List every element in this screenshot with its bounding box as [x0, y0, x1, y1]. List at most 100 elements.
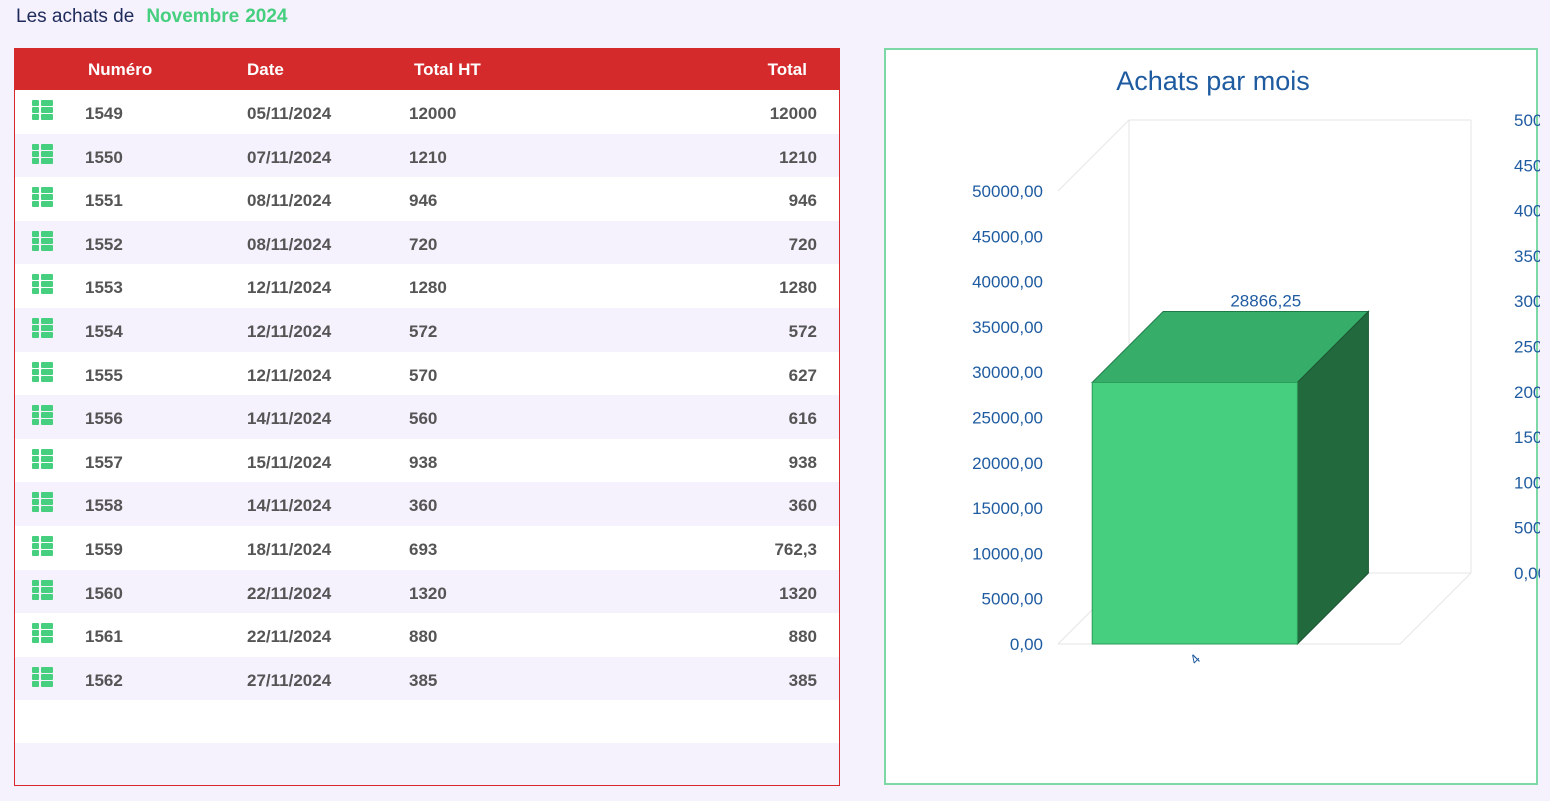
- grid-view-icon[interactable]: [32, 100, 53, 120]
- cell-total-ht: 360: [409, 496, 438, 516]
- table-row[interactable]: 1553 12/11/2024 1280 1280: [15, 264, 839, 308]
- column-header-date[interactable]: Date: [247, 60, 284, 79]
- cell-total: 938: [788, 452, 817, 472]
- side-wall-top-edge: [1057, 119, 1130, 192]
- cell-total-ht: 1210: [409, 147, 447, 167]
- grid-view-icon[interactable]: [32, 448, 53, 469]
- table-row[interactable]: 1549 05/11/2024 12000 12000: [15, 90, 839, 134]
- title-year: 2024: [245, 6, 288, 27]
- left-axis-tick-label: 30000,00: [972, 363, 1043, 382]
- cell-date: 05/11/2024: [247, 104, 332, 123]
- cell-numero: 1561: [85, 627, 123, 647]
- table-row[interactable]: 1555 12/11/2024 570 627: [15, 351, 839, 396]
- table-row[interactable]: 1552 08/11/2024 720 720: [15, 220, 839, 265]
- grid-view-icon[interactable]: [32, 361, 53, 382]
- left-axis-tick-label: 5000,00: [982, 590, 1043, 609]
- table-row[interactable]: 1558 14/11/2024 360 360: [15, 482, 839, 526]
- cell-total-ht: 560: [409, 409, 438, 429]
- table-row[interactable]: 1550 07/11/2024 1210 1210: [15, 133, 839, 178]
- right-axis-tick-label: 15000,00: [1514, 428, 1540, 447]
- right-axis-tick-label: 5000,00: [1514, 519, 1540, 538]
- right-axis-tick-label: 35000,00: [1514, 247, 1540, 266]
- table-row[interactable]: 1561 22/11/2024 880 880: [15, 613, 839, 657]
- left-axis-tick-label: 20000,00: [972, 454, 1043, 473]
- column-header-total[interactable]: Total: [767, 60, 807, 79]
- cell-total-ht: 946: [409, 191, 438, 211]
- cell-numero: 1551: [85, 191, 123, 211]
- cell-total-ht: 572: [409, 321, 438, 341]
- cell-total: 572: [788, 321, 817, 341]
- cell-date: 12/11/2024: [247, 321, 332, 341]
- table-row[interactable]: 1559 18/11/2024 693 762,3: [15, 525, 839, 570]
- grid-view-icon[interactable]: [32, 579, 53, 600]
- cell-numero: 1549: [85, 104, 123, 123]
- cell-total: 762,3: [774, 539, 817, 559]
- grid-view-icon[interactable]: [32, 187, 53, 208]
- left-axis-tick-label: 15000,00: [972, 499, 1043, 518]
- column-header-total-ht[interactable]: Total HT: [414, 60, 481, 79]
- grid-view-icon[interactable]: [32, 405, 53, 426]
- cell-numero: 1554: [85, 321, 123, 341]
- cell-numero: 1562: [85, 670, 123, 690]
- grid-view-icon[interactable]: [32, 274, 53, 295]
- cell-total: 880: [788, 627, 817, 647]
- x-axis-tick-label: 4: [1186, 650, 1203, 667]
- cell-numero: 1552: [85, 234, 123, 254]
- cell-total-ht: 938: [409, 452, 438, 472]
- empty-row: [15, 700, 839, 744]
- cell-total: 1210: [779, 147, 817, 167]
- cell-numero: 1560: [85, 583, 123, 603]
- grid-view-icon[interactable]: [32, 492, 53, 513]
- grid-view-icon[interactable]: [32, 230, 53, 251]
- grid-view-icon[interactable]: [32, 317, 53, 338]
- cell-date: 07/11/2024: [247, 147, 332, 167]
- chart-title: Achats par mois: [1116, 66, 1310, 96]
- floor-right-edge: [1399, 572, 1472, 645]
- cell-date: 22/11/2024: [247, 627, 332, 647]
- table-row[interactable]: 1554 12/11/2024 572 572: [15, 307, 839, 352]
- cell-date: 15/11/2024: [247, 452, 332, 472]
- cell-total-ht: 1280: [409, 278, 447, 298]
- right-axis-tick-label: 40000,00: [1514, 202, 1540, 221]
- cell-total: 720: [788, 234, 817, 254]
- grid-view-icon[interactable]: [32, 666, 53, 687]
- purchases-table: Numéro Date Total HT Total 1549 05/11/202…: [14, 48, 840, 786]
- page-title: Les achats de Novembre 2024: [16, 6, 288, 30]
- cell-numero: 1558: [85, 496, 123, 516]
- column-header-numero[interactable]: Numéro: [88, 60, 153, 79]
- cell-total-ht: 880: [409, 627, 438, 647]
- grid-view-icon[interactable]: [32, 143, 53, 164]
- table-row[interactable]: 1560 22/11/2024 1320 1320: [15, 569, 839, 614]
- chart-panel: Achats par mois 0,00 5000,00 10000,00 15000,…: [884, 48, 1540, 785]
- cell-date: 22/11/2024: [247, 583, 332, 603]
- grid-view-icon[interactable]: [32, 535, 53, 556]
- right-axis-tick-label: 30000,00: [1514, 292, 1540, 311]
- table-row[interactable]: 1551 08/11/2024 946 946: [15, 177, 839, 221]
- table-row[interactable]: 1562 27/11/2024 385 385: [15, 656, 839, 701]
- left-axis-tick-label: 10000,00: [972, 544, 1043, 563]
- cell-total: 1280: [779, 278, 817, 298]
- cell-total: 1320: [779, 583, 817, 603]
- cell-date: 08/11/2024: [247, 234, 332, 254]
- right-axis-tick-label: 0,00: [1514, 564, 1540, 583]
- table-header: Numéro Date Total HT Total: [15, 49, 839, 90]
- cell-total-ht: 12000: [409, 104, 457, 123]
- title-month: Novembre: [146, 6, 240, 27]
- cell-total-ht: 720: [409, 234, 438, 254]
- cell-total: 385: [788, 670, 817, 690]
- table-row[interactable]: 1557 15/11/2024 938 938: [15, 438, 839, 483]
- right-axis-tick-label: 25000,00: [1514, 338, 1540, 357]
- left-axis-tick-label: 0,00: [1010, 635, 1043, 654]
- bar-data-label: 28866,25: [1230, 291, 1301, 310]
- cell-total: 946: [788, 191, 817, 211]
- title-prefix: Les achats de: [16, 6, 135, 27]
- cell-date: 14/11/2024: [247, 409, 332, 429]
- cell-total-ht: 1320: [409, 583, 447, 603]
- grid-view-icon[interactable]: [32, 623, 53, 644]
- cell-date: 18/11/2024: [247, 539, 332, 559]
- cell-total-ht: 693: [409, 539, 438, 559]
- table-row[interactable]: 1556 14/11/2024 560 616: [15, 395, 839, 439]
- cell-date: 27/11/2024: [247, 670, 332, 690]
- cell-date: 14/11/2024: [247, 496, 332, 516]
- bar: [1091, 381, 1298, 645]
